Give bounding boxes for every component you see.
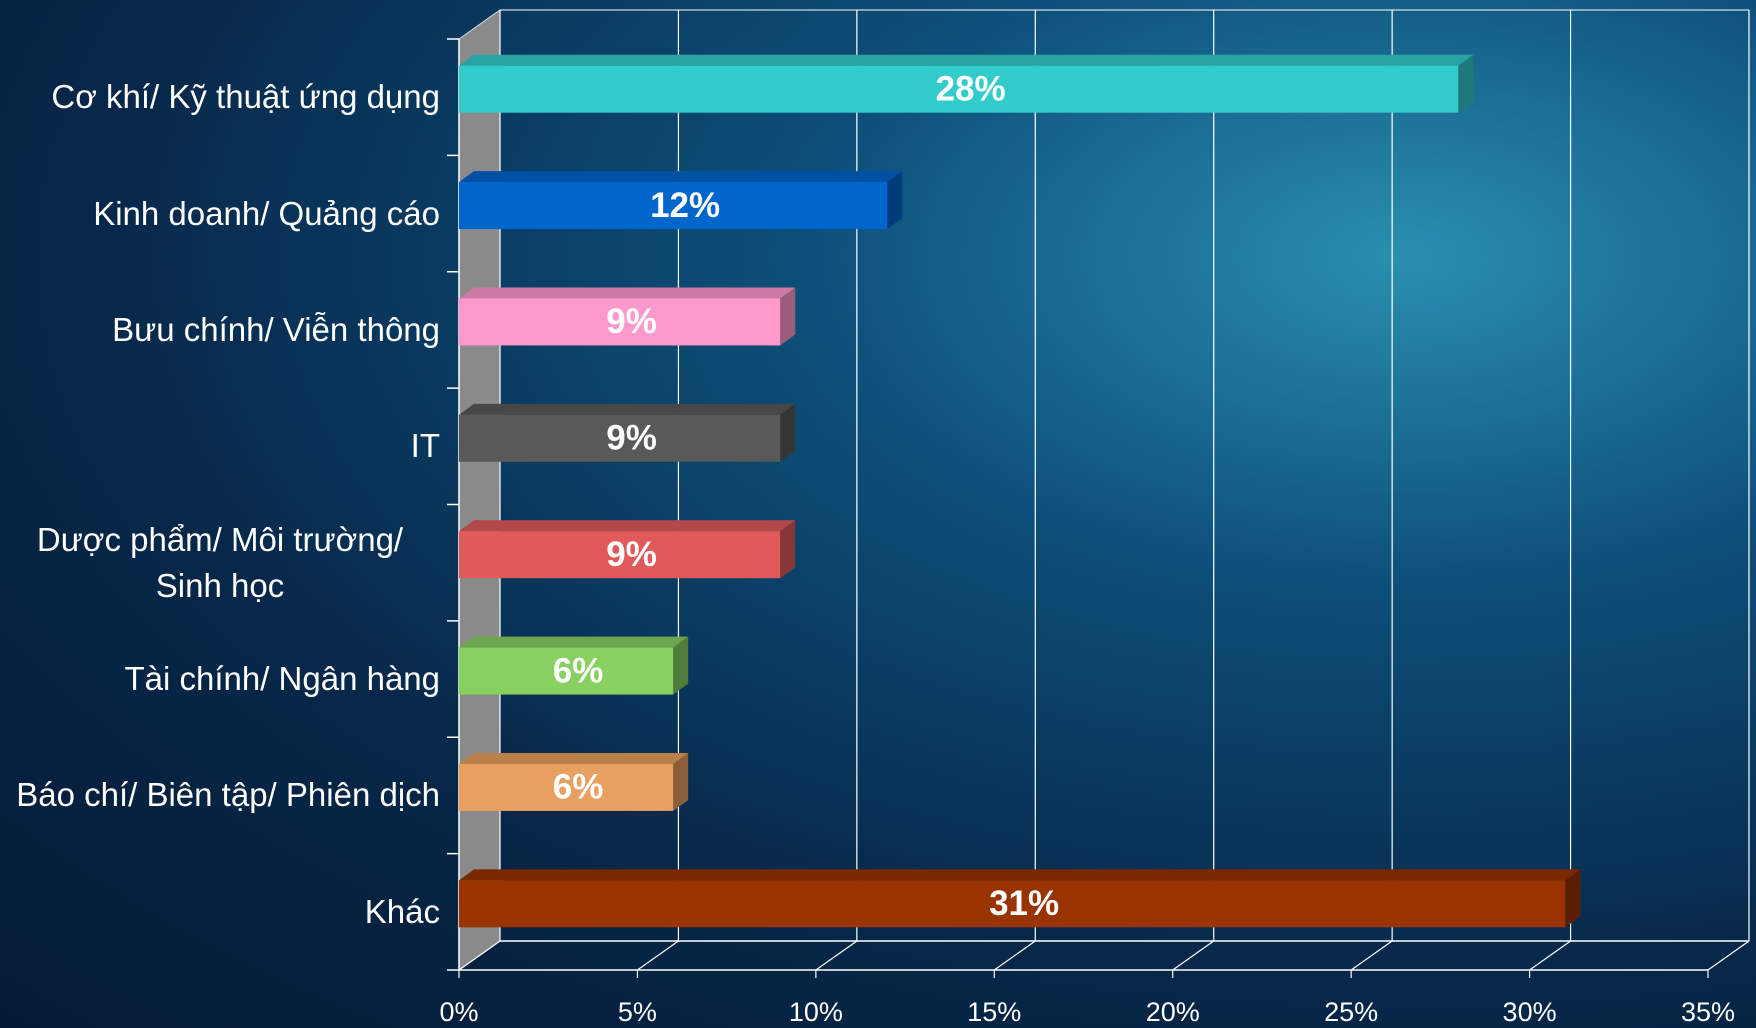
data-label: 9% (606, 535, 657, 574)
bar-top (459, 869, 1581, 881)
bar-end (887, 171, 903, 230)
bar-top (459, 54, 1474, 66)
data-label: 12% (650, 186, 720, 225)
x-tick-label: 25% (1324, 997, 1378, 1027)
x-tick-label: 0% (439, 997, 478, 1027)
data-label: 9% (606, 302, 657, 341)
data-label: 6% (553, 651, 604, 690)
bar-end (673, 752, 689, 811)
category-text: Kinh doanh/ Quảng cáo (93, 194, 440, 232)
bar (459, 414, 781, 462)
bar-top-shade (459, 520, 796, 532)
bar-top (459, 403, 796, 415)
bar-end-shade (780, 287, 796, 346)
bar (459, 298, 781, 346)
category-text: Cơ khí/ Kỹ thuật ứng dụng (51, 78, 440, 116)
bar-top-shade (459, 636, 689, 648)
bar-end-shade (1458, 54, 1474, 113)
category-label: Khác (0, 889, 440, 935)
bar-top-shade (459, 287, 796, 299)
bar-top (459, 520, 796, 532)
floor-grid-line (993, 940, 1036, 971)
data-label: 28% (936, 69, 1006, 108)
bar-top-shade (459, 869, 1581, 881)
x-tick-label: 35% (1681, 997, 1735, 1027)
x-tick-label: 20% (1146, 997, 1200, 1027)
bar-end-shade (673, 752, 689, 811)
bar (459, 182, 888, 230)
bar-top (459, 636, 689, 648)
data-label: 6% (553, 768, 604, 807)
data-label: 9% (606, 419, 657, 458)
floor-grid-line (815, 940, 858, 971)
bar (459, 880, 1566, 928)
x-tick-label: 30% (1503, 997, 1557, 1027)
bar-end (1565, 869, 1581, 928)
category-label: Báo chí/ Biên tập/ Phiên dịch (0, 772, 440, 818)
bar-end-shade (780, 520, 796, 579)
bar (459, 531, 781, 579)
bar-top-shade (459, 752, 689, 764)
data-label: 31% (989, 884, 1059, 923)
bar-top (459, 752, 689, 764)
bar (459, 647, 674, 695)
bar-end-shade (780, 403, 796, 462)
category-label: Tài chính/ Ngân hàng (0, 656, 440, 702)
bar-top-shade (459, 171, 903, 183)
category-text: IT (410, 427, 440, 465)
bar-end (673, 636, 689, 695)
category-text: Dược phẩm/ Môi trường/ Sinh học (36, 520, 404, 604)
x-tick-label: 5% (618, 997, 657, 1027)
floor-grid-line (458, 940, 501, 971)
x-tick-label: 10% (789, 997, 843, 1027)
floor-grid-line (1172, 940, 1215, 971)
bar-top (459, 287, 796, 299)
left-wall (458, 9, 501, 971)
floor-grid-line (637, 940, 679, 971)
category-label: Bưu chính/ Viễn thông (0, 307, 440, 353)
bar-end (1458, 54, 1474, 113)
bar-top-shade (459, 54, 1474, 66)
bar (459, 65, 1459, 113)
bar-end-shade (1565, 869, 1581, 928)
bar-end-shade (887, 171, 903, 230)
category-text: Khác (364, 892, 440, 930)
bar-end-shade (673, 636, 689, 695)
bar-end (780, 287, 796, 346)
bar-end (780, 403, 796, 462)
category-text: Báo chí/ Biên tập/ Phiên dịch (16, 776, 440, 814)
bar-end (780, 520, 796, 579)
floor-grid-line (1350, 940, 1393, 971)
bar-top-shade (459, 403, 796, 415)
bar-top (459, 171, 903, 183)
floor-grid-line (1529, 940, 1571, 971)
x-tick-label: 15% (967, 997, 1021, 1027)
bar (459, 763, 674, 811)
category-text: Bưu chính/ Viễn thông (112, 310, 440, 348)
category-label: Kinh doanh/ Quảng cáo (0, 191, 440, 237)
category-label: Dược phẩm/ Môi trường/ Sinh học (0, 517, 440, 609)
category-label: Cơ khí/ Kỹ thuật ứng dụng (0, 74, 440, 120)
floor-grid-line (1707, 940, 1750, 971)
category-text: Tài chính/ Ngân hàng (124, 660, 440, 698)
category-label: IT (0, 423, 440, 469)
